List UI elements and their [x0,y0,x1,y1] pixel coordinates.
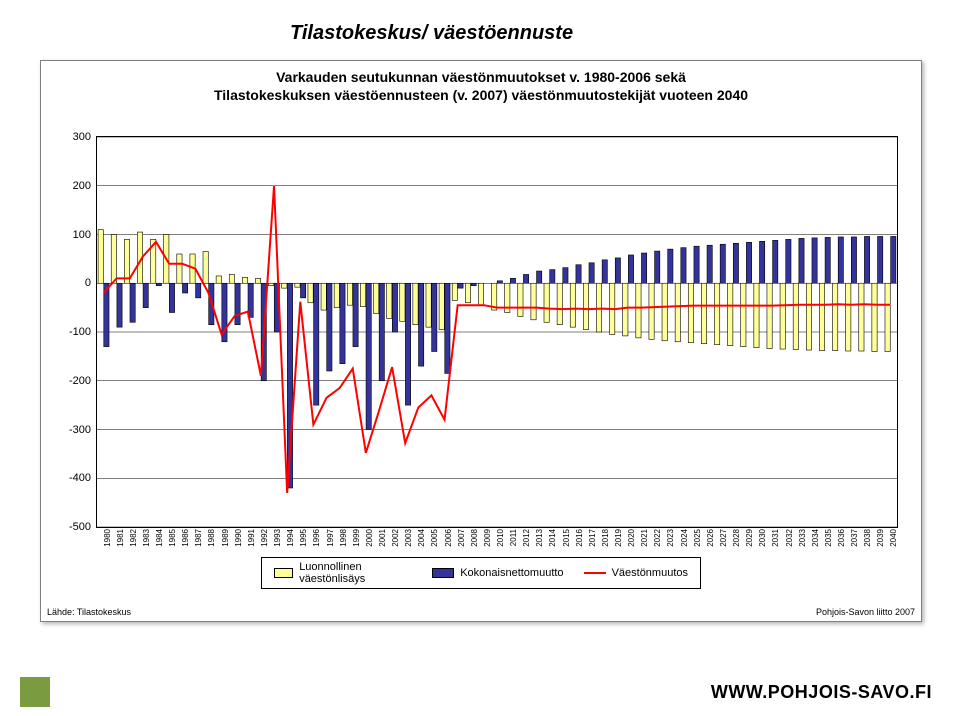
x-tick-label: 2027 [719,529,728,547]
chart-title: Varkauden seutukunnan väestönmuutokset v… [41,61,921,104]
x-tick-label: 2034 [811,529,820,547]
x-tick-label: 2030 [758,529,767,547]
y-tick-label: -300 [69,424,91,436]
x-tick-label: 2016 [575,529,584,547]
x-tick-label: 1981 [116,529,125,547]
x-tick-label: 2004 [417,529,426,547]
chart-title-l1: Varkauden seutukunnan väestönmuutokset v… [41,69,921,87]
x-tick-label: 2012 [522,529,531,547]
footer: WWW.POHJOIS-SAVO.FI [0,668,960,716]
x-tick-label: 2011 [509,529,518,546]
legend-item: Väestönmuutos [584,567,688,579]
chart-frame: Varkauden seutukunnan väestönmuutokset v… [40,60,922,622]
x-tick-label: 1983 [142,529,151,547]
page-root: Tilastokeskus/ väestöennuste Varkauden s… [0,0,960,716]
logo-icon [20,677,50,707]
legend-item: Luonnollinen väestönlisäys [274,561,412,585]
y-tick-label: -500 [69,521,91,533]
x-tick-label: 2003 [404,529,413,547]
x-tick-label: 2036 [837,529,846,547]
x-tick-label: 2019 [614,529,623,547]
x-tick-label: 1993 [273,529,282,547]
x-tick-label: 2001 [378,529,387,547]
y-tick-label: 100 [73,229,91,241]
x-tick-label: 2006 [444,529,453,547]
x-tick-label: 1999 [352,529,361,547]
x-tick-label: 1998 [339,529,348,547]
x-tick-label: 1984 [155,529,164,547]
chart-title-l2: Tilastokeskuksen väestöennusteen (v. 200… [41,87,921,105]
x-tick-label: 2020 [627,529,636,547]
x-tick-label: 2025 [693,529,702,547]
legend-swatch [584,572,606,574]
x-tick-label: 1994 [286,529,295,547]
source-note: Lähde: Tilastokeskus [47,607,131,617]
legend-label: Väestönmuutos [612,567,688,579]
x-tick-label: 2008 [470,529,479,547]
x-tick-label: 1997 [326,529,335,547]
y-tick-label: 0 [85,277,91,289]
x-tick-label: 2039 [876,529,885,547]
x-tick-label: 1986 [181,529,190,547]
x-tick-label: 2021 [640,529,649,547]
plot-area: -500-400-300-200-10001002003001980198119… [96,136,898,528]
x-tick-label: 2005 [430,529,439,547]
legend-swatch [432,568,454,578]
x-tick-label: 1991 [247,529,256,547]
y-tick-label: 200 [73,180,91,192]
x-tick-label: 2033 [798,529,807,547]
x-tick-label: 2000 [365,529,374,547]
x-tick-label: 2026 [706,529,715,547]
x-tick-label: 2029 [745,529,754,547]
x-tick-label: 2028 [732,529,741,547]
x-tick-label: 1987 [194,529,203,547]
x-tick-label: 2010 [496,529,505,547]
x-tick-label: 1988 [207,529,216,547]
x-tick-label: 2032 [785,529,794,547]
x-tick-label: 2015 [562,529,571,547]
x-tick-label: 1990 [234,529,243,547]
x-tick-label: 1985 [168,529,177,547]
x-tick-label: 1980 [103,529,112,547]
x-tick-label: 2007 [457,529,466,547]
y-tick-label: -100 [69,326,91,338]
x-tick-label: 1996 [312,529,321,547]
footer-url: WWW.POHJOIS-SAVO.FI [711,682,932,703]
x-tick-label: 2018 [601,529,610,547]
legend-label: Kokonaisnettomuutto [460,567,563,579]
x-tick-label: 2014 [548,529,557,547]
x-tick-label: 2031 [771,529,780,547]
x-tick-label: 2013 [535,529,544,547]
legend-swatch [274,568,293,578]
y-tick-label: 300 [73,131,91,143]
x-tick-label: 2037 [850,529,859,547]
y-tick-label: -400 [69,472,91,484]
x-tick-label: 1989 [221,529,230,547]
x-tick-label: 2023 [666,529,675,547]
x-tick-label: 1995 [299,529,308,547]
x-tick-label: 2002 [391,529,400,547]
x-tick-label: 1992 [260,529,269,547]
x-tick-label: 2017 [588,529,597,547]
x-tick-label: 1982 [129,529,138,547]
corp-note: Pohjois-Savon liitto 2007 [816,607,915,617]
legend: Luonnollinen väestönlisäys Kokonaisnettom… [261,557,701,589]
legend-item: Kokonaisnettomuutto [432,567,563,579]
x-tick-label: 2040 [889,529,898,547]
x-tick-label: 2024 [680,529,689,547]
x-tick-label: 2035 [824,529,833,547]
y-tick-label: -200 [69,375,91,387]
legend-label: Luonnollinen väestönlisäys [299,561,412,585]
page-title: Tilastokeskus/ väestöennuste [290,22,573,45]
footer-left [20,677,50,707]
x-tick-label: 2038 [863,529,872,547]
x-tick-label: 2022 [653,529,662,547]
x-tick-label: 2009 [483,529,492,547]
